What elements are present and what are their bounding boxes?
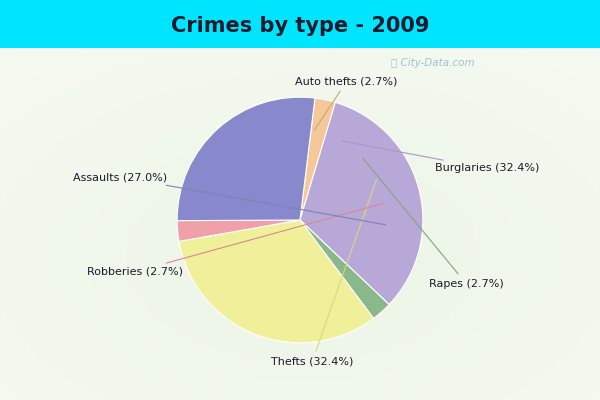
Text: Auto thefts (2.7%): Auto thefts (2.7%) bbox=[295, 76, 398, 130]
Wedge shape bbox=[300, 220, 389, 318]
Text: ⓘ City-Data.com: ⓘ City-Data.com bbox=[391, 58, 475, 68]
Text: Crimes by type - 2009: Crimes by type - 2009 bbox=[171, 16, 429, 36]
Text: Robberies (2.7%): Robberies (2.7%) bbox=[87, 203, 384, 277]
Text: Assaults (27.0%): Assaults (27.0%) bbox=[73, 172, 386, 225]
Wedge shape bbox=[300, 98, 335, 220]
Wedge shape bbox=[300, 102, 423, 304]
Wedge shape bbox=[177, 97, 315, 221]
Wedge shape bbox=[179, 220, 374, 343]
Wedge shape bbox=[177, 220, 300, 241]
Text: Burglaries (32.4%): Burglaries (32.4%) bbox=[341, 141, 539, 174]
Text: Rapes (2.7%): Rapes (2.7%) bbox=[362, 158, 504, 289]
Text: Thefts (32.4%): Thefts (32.4%) bbox=[271, 180, 376, 366]
